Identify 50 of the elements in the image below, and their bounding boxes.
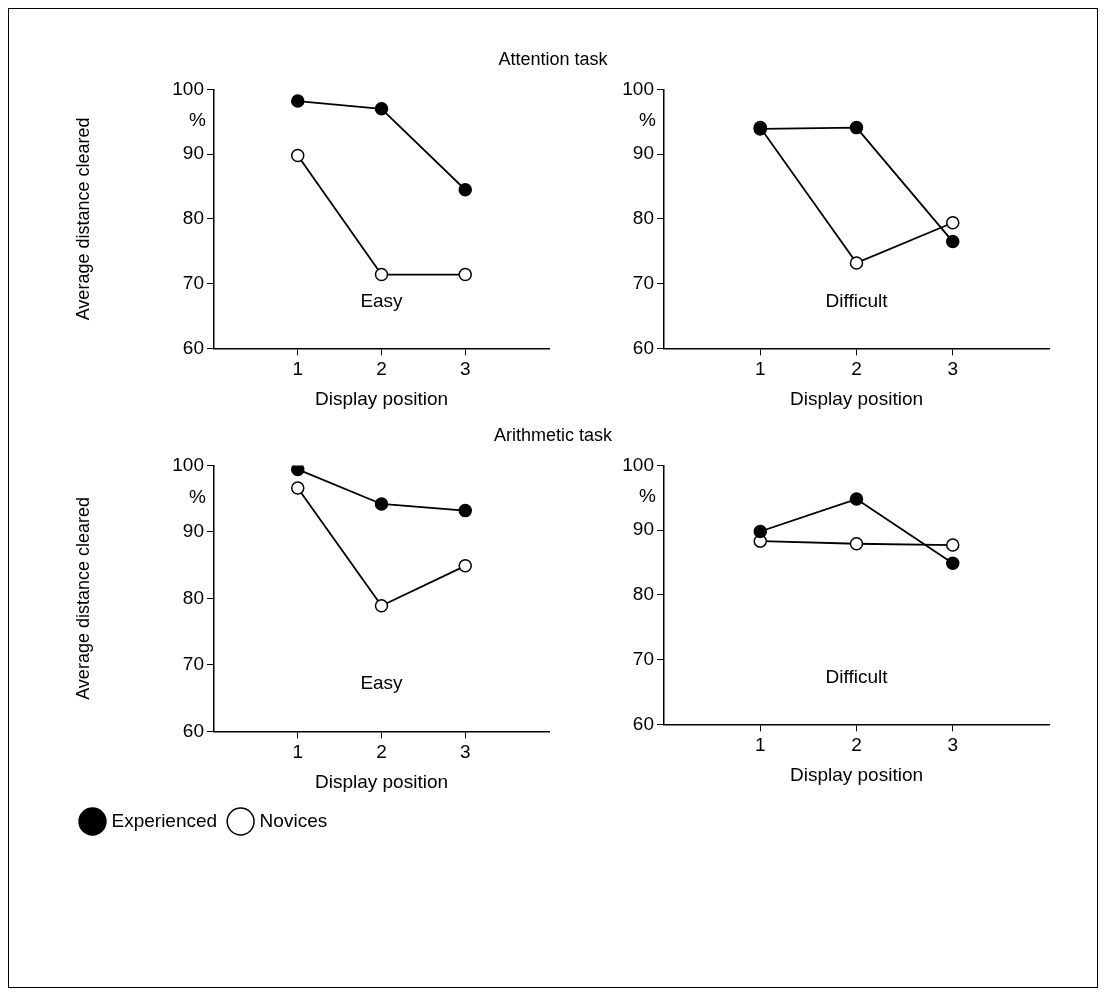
text: % <box>639 484 657 506</box>
x-tick-label: 3 <box>459 741 471 763</box>
chart-title: Attention task <box>498 49 608 69</box>
annotation: Easy <box>360 290 404 312</box>
x-tick-label: 2 <box>376 358 387 380</box>
y-tick-label: 80 <box>632 583 654 605</box>
x-axis-title: Display position <box>789 387 924 409</box>
text: % <box>639 108 657 130</box>
x-tick-label: 2 <box>851 358 862 380</box>
annotation: Easy <box>360 671 404 693</box>
y-tick-label: 60 <box>182 719 204 741</box>
y-tick-label: 90 <box>632 518 654 540</box>
x-axis-title: Display position <box>314 387 449 409</box>
x-tick-label: 1 <box>292 741 304 763</box>
y-tick-label: 100 <box>622 77 654 99</box>
x-tick-label: 1 <box>754 734 766 756</box>
y-tick-label: 70 <box>632 647 654 669</box>
y-tick-label: 80 <box>632 207 654 229</box>
y-tick-label: 80 <box>182 586 204 608</box>
y-tick-label: 100 <box>172 453 204 475</box>
y-tick-label: 90 <box>632 142 654 164</box>
y-tick-label: 100 <box>172 77 204 99</box>
text: % <box>189 485 207 507</box>
y-tick-label: 80 <box>182 207 204 229</box>
y-tick-label: 90 <box>182 520 204 542</box>
x-tick-label: 3 <box>947 358 959 380</box>
annotation: Difficult <box>825 666 889 688</box>
legend-label: Novices <box>259 809 328 831</box>
x-tick-label: 3 <box>459 358 471 380</box>
legend-label: Experienced <box>111 809 218 831</box>
x-axis-title: Display position <box>789 763 924 785</box>
x-tick-label: 2 <box>851 734 862 756</box>
x-tick-label: 2 <box>376 741 387 763</box>
y-tick-label: 60 <box>632 712 654 734</box>
y-tick-label: 60 <box>632 336 654 358</box>
y-tick-label: 70 <box>632 271 654 293</box>
x-axis-title: Display position <box>314 770 449 792</box>
text: % <box>189 108 207 130</box>
x-tick-label: 3 <box>947 734 959 756</box>
y-tick-label: 90 <box>182 142 204 164</box>
annotation: Difficult <box>825 290 889 312</box>
y-tick-label: 100 <box>622 453 654 475</box>
y-tick-label: 60 <box>182 336 204 358</box>
y-tick-label: 70 <box>182 271 204 293</box>
x-tick-label: 1 <box>754 358 766 380</box>
y-axis-title: Average distance cleared <box>72 117 93 321</box>
y-axis-title: Average distance cleared <box>72 496 93 700</box>
y-tick-label: 70 <box>182 653 204 675</box>
x-tick-label: 1 <box>292 358 304 380</box>
chart-title: Arithmetic task <box>493 425 613 445</box>
